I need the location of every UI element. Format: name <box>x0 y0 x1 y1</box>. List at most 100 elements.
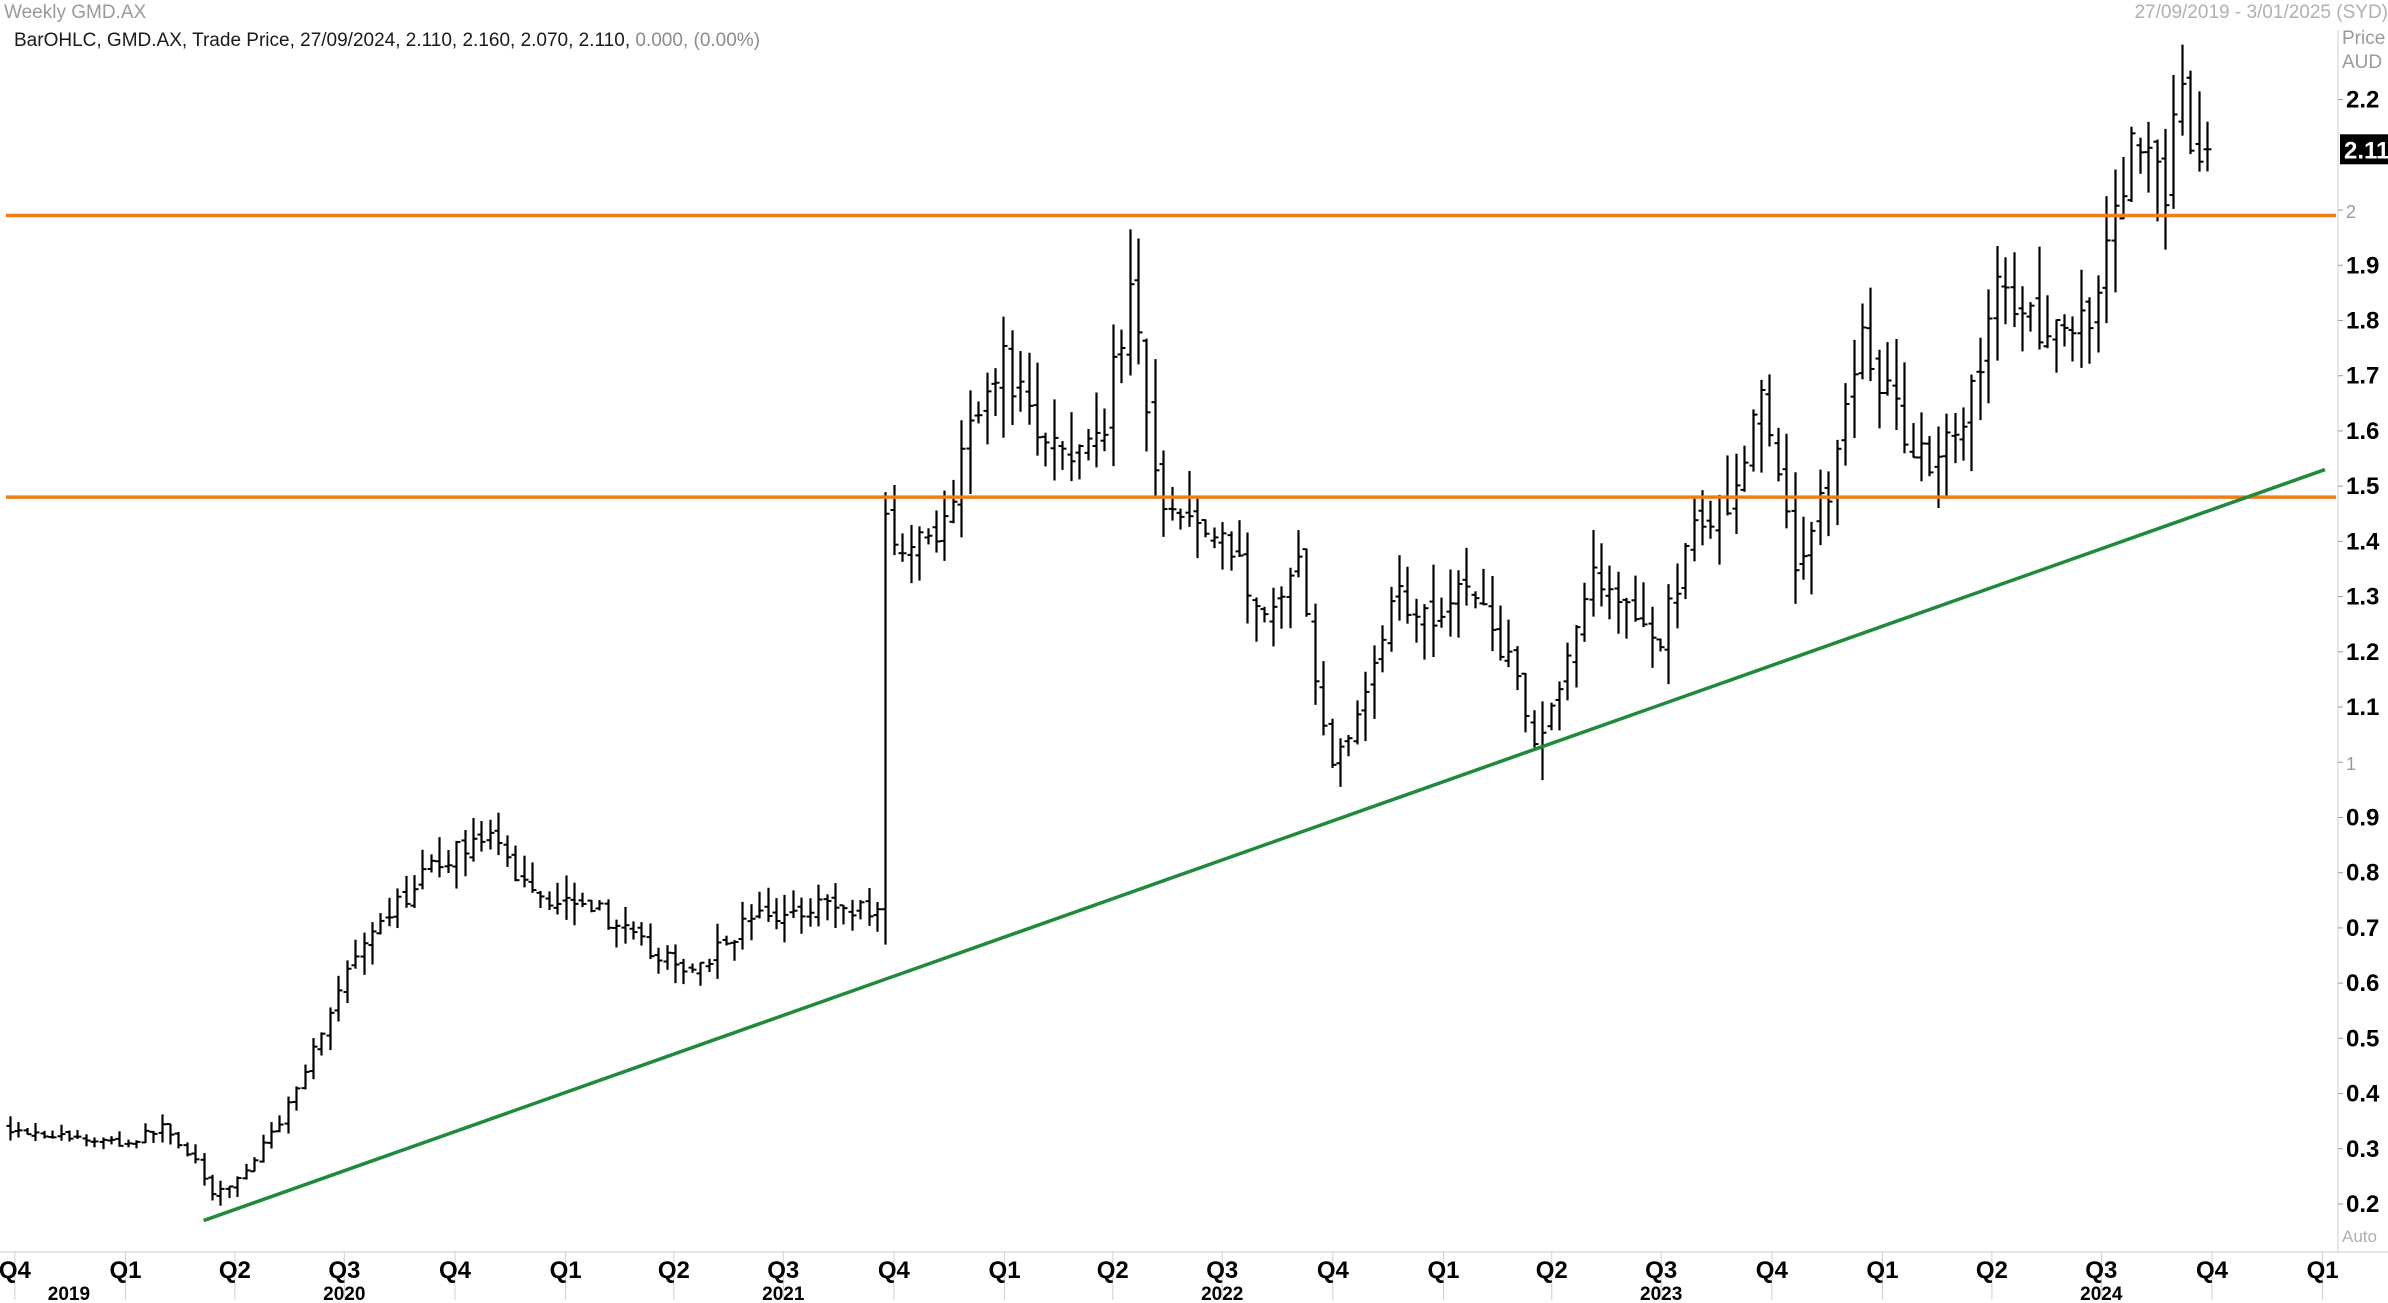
ohlc-bar <box>1631 575 1640 622</box>
ohlc-bar <box>1791 472 1800 604</box>
ohlc-bar <box>991 368 1000 417</box>
ohlc-bar <box>233 1176 242 1197</box>
ohlc-bar <box>2136 137 2145 174</box>
ohlc-bar <box>1243 532 1252 624</box>
x-quarter-label: Q1 <box>1427 1257 1459 1284</box>
ohlc-bar <box>2153 139 2162 222</box>
y-tick-label: 1.9 <box>2346 252 2379 279</box>
ohlc-bar <box>141 1123 150 1144</box>
ohlc-bar <box>772 898 781 930</box>
time-axis[interactable]: Q4 Q1 Q2 Q3 Q4 Q1 Q2 Q3 Q4 Q1 Q2 Q3 Q4 Q1 Q2 Q3 Q4 Q1 Q2 Q3… <box>0 1252 2339 1303</box>
last-price-label: 2.11 <box>2344 137 2388 164</box>
x-quarter-label: Q4 <box>1756 1257 1789 1284</box>
ohlc-bar <box>1580 582 1589 642</box>
ohlc-bar <box>1656 638 1665 652</box>
ohlc-bar <box>1934 426 1943 509</box>
ohlc-bar <box>1984 289 1993 404</box>
ohlc-bar <box>2119 157 2128 220</box>
ohlc-bar <box>494 812 503 856</box>
ohlc-bar <box>1622 597 1631 639</box>
x-quarter-label: Q1 <box>109 1257 141 1284</box>
ohlc-bar <box>604 899 613 930</box>
price-label: Price <box>2342 28 2386 49</box>
price-axis[interactable]: 0.2 0.3 0.4 0.5 0.6 0.7 0.8 0.9 1 1.1 1.2 1.3 1.4 1.5… <box>2338 87 2388 1246</box>
ohlc-bar <box>688 963 697 973</box>
ohlc-bar <box>183 1142 192 1157</box>
ohlc-bar <box>1715 494 1724 565</box>
y-tick-label: 2.2 <box>2346 87 2379 114</box>
y-tick-label: 0.4 <box>2346 1081 2380 1108</box>
ohlc-bar <box>1883 342 1892 396</box>
ohlc-bar <box>1235 520 1244 558</box>
ohlc-bar <box>966 390 975 495</box>
ohlc-bar <box>1344 734 1353 757</box>
ohlc-bar <box>839 904 848 925</box>
y-tick-label: 0.7 <box>2346 915 2379 942</box>
ohlc-bar <box>1765 374 1774 447</box>
uptrend-trendline[interactable] <box>203 467 2326 1223</box>
y-tick-label: 1.7 <box>2346 363 2379 390</box>
ohlc-bar <box>57 1124 66 1141</box>
x-quarter-label: Q1 <box>1866 1257 1898 1284</box>
ohlc-bar <box>1824 471 1833 537</box>
y-tick-label: 2 <box>2346 202 2356 222</box>
ohlc-bar <box>1361 671 1370 742</box>
ohlc-bar <box>410 875 419 908</box>
ohlc-bar <box>343 960 352 1004</box>
ohlc-bar <box>587 899 596 913</box>
ohlc-bar <box>107 1136 116 1145</box>
ohlc-bar <box>637 922 646 946</box>
ohlc-bar <box>351 939 360 969</box>
ohlc-bar <box>2085 297 2094 364</box>
ohlc-bar <box>2018 286 2027 352</box>
ohlc-bar <box>730 940 739 961</box>
ohlc-bar-last <box>2203 121 2212 172</box>
x-year-label: 2023 <box>1640 1284 1682 1303</box>
ohlc-bar <box>1951 413 1960 464</box>
ohlc-bar <box>1589 530 1598 617</box>
x-quarter-label: Q2 <box>1976 1257 2008 1284</box>
bar-info-readout: BarOHLC, GMD.AX, Trade Price, 27/09/2024… <box>14 30 760 52</box>
ohlc-bar <box>385 897 394 927</box>
ohlc-bar <box>1496 605 1505 661</box>
ohlc-bar <box>1412 598 1421 643</box>
ohlc-bar <box>216 1180 225 1206</box>
ohlc-bar <box>82 1134 91 1147</box>
ohlc-bar <box>974 401 983 424</box>
ohlc-bar <box>124 1139 133 1148</box>
ohlc-bar <box>865 888 874 926</box>
ohlc-bar <box>1100 408 1109 452</box>
x-quarter-label: Q3 <box>767 1257 799 1284</box>
ohlc-bar <box>1782 433 1791 529</box>
ohlc-bar <box>65 1130 74 1142</box>
ohlc-bar <box>1319 661 1328 736</box>
x-quarter-label: Q4 <box>1317 1257 1350 1284</box>
ohlc-bar <box>747 904 756 941</box>
ohlc-bar <box>1269 587 1278 647</box>
ohlc-bar <box>806 898 815 927</box>
auto-scale-label[interactable]: Auto <box>2342 1227 2377 1246</box>
ohlc-bar <box>1227 531 1236 571</box>
ohlc-bar <box>1673 563 1682 629</box>
ohlc-bar <box>663 945 672 970</box>
ohlc-bar <box>595 900 604 911</box>
ohlc-bar <box>528 862 537 893</box>
ohlc-bar <box>696 961 705 986</box>
ohlc-bar <box>924 528 933 545</box>
ohlc-bar <box>326 1007 335 1051</box>
ohlc-bar <box>1925 436 1934 477</box>
ohlc-bar <box>1328 718 1337 768</box>
ohlc-bar <box>1639 582 1648 628</box>
x-quarter-label: Q4 <box>2196 1257 2229 1284</box>
ohlc-bar <box>469 818 478 862</box>
ohlc-bar <box>814 884 823 927</box>
ohlc-bar <box>1446 569 1455 637</box>
ohlc-bar <box>360 932 369 975</box>
ohlc-bar <box>520 855 529 888</box>
ohlc-bar <box>646 923 655 960</box>
x-quarter-label: Q2 <box>219 1257 251 1284</box>
y-tick-label: 1.1 <box>2346 694 2379 721</box>
ohlc-bar <box>1016 351 1025 412</box>
y-tick-label: 0.2 <box>2346 1191 2379 1218</box>
